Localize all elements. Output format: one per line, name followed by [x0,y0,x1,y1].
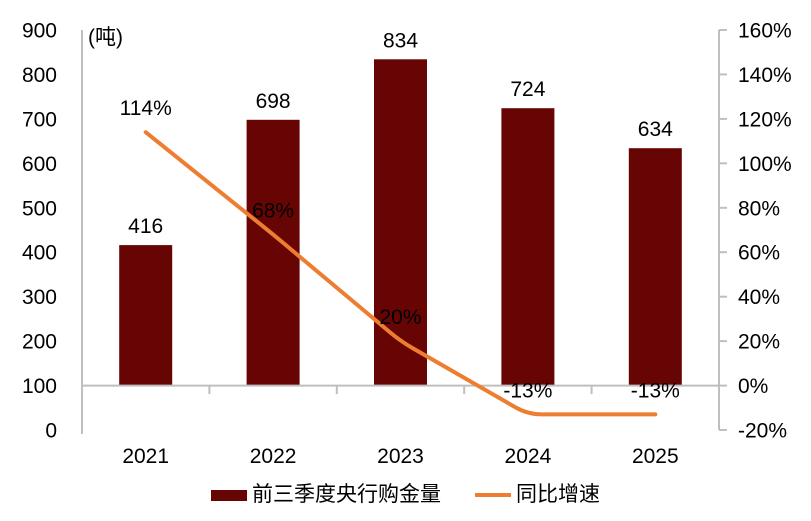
bar-series-swatch-icon [211,489,247,501]
line-point-label: -13% [631,379,680,402]
axes [81,29,727,434]
left-axis-tick-label: 900 [22,20,57,43]
bar-2021 [119,245,173,386]
line-point-label: -13% [503,379,552,402]
legend-item-bar-series: 前三季度央行购金量 [211,483,441,507]
line-series-legend-label: 同比增速 [516,483,600,506]
right-axis-tick-label: 100% [738,153,792,176]
bar-2024 [501,108,555,386]
x-axis-label: 2025 [632,445,679,468]
line-series-swatch-icon [475,493,511,497]
left-axis-tick-label: 300 [22,286,57,309]
right-axis-tick-label: 140% [738,64,792,87]
x-axis-label: 2021 [122,445,169,468]
bar-value-label: 724 [510,78,545,101]
bar-2023 [374,59,427,386]
right-axis-tick-label: 160% [738,20,792,43]
left-axis-tick-label: 400 [22,242,57,265]
line-series [143,130,658,417]
right-axis-tick-label: 80% [738,197,780,220]
legend: 前三季度央行购金量 同比增速 [0,483,811,507]
axis-tick-labels: 900 800 700 600 500 400 300 200 100 0 160% 140% 120%… [22,20,792,469]
growth-line-path [143,130,658,417]
right-axis-tick-label: 120% [738,108,792,131]
bar-value-label: 834 [383,29,418,52]
right-axis-tick-label: 0% [738,375,768,398]
bar-value-label: 416 [128,215,163,238]
left-axis-unit-label: (吨) [88,26,123,49]
data-labels: 416 698 834 724 634 114% 68% 20% -13% -13% [120,29,680,402]
right-axis-tick-label: -20% [738,420,787,443]
bar-series-legend-label: 前三季度央行购金量 [252,483,441,506]
left-axis-tick-label: 100 [22,375,57,398]
left-axis-tick-label: 200 [22,331,57,354]
right-axis-tick-label: 20% [738,331,780,354]
bar-series [119,59,682,386]
x-axis-label: 2023 [377,445,424,468]
line-point-label: 20% [379,306,421,329]
legend-item-line-series: 同比增速 [475,483,600,507]
bar-value-label: 698 [256,90,291,113]
left-axis-tick-label: 700 [22,108,57,131]
left-axis-tick-label: 600 [22,153,57,176]
right-axis-tick-label: 60% [738,242,780,265]
bar-2022 [246,119,300,386]
x-axis-label: 2024 [505,445,552,468]
line-point-label: 114% [120,97,172,120]
bar-value-label: 634 [638,118,673,141]
left-axis-tick-label: 500 [22,197,57,220]
x-axis-label: 2022 [250,445,297,468]
bar-2025 [628,148,682,386]
left-axis-tick-label: 0 [45,420,57,443]
left-axis-tick-label: 800 [22,64,57,87]
right-axis-tick-label: 40% [738,286,780,309]
line-point-label: 68% [252,199,294,222]
